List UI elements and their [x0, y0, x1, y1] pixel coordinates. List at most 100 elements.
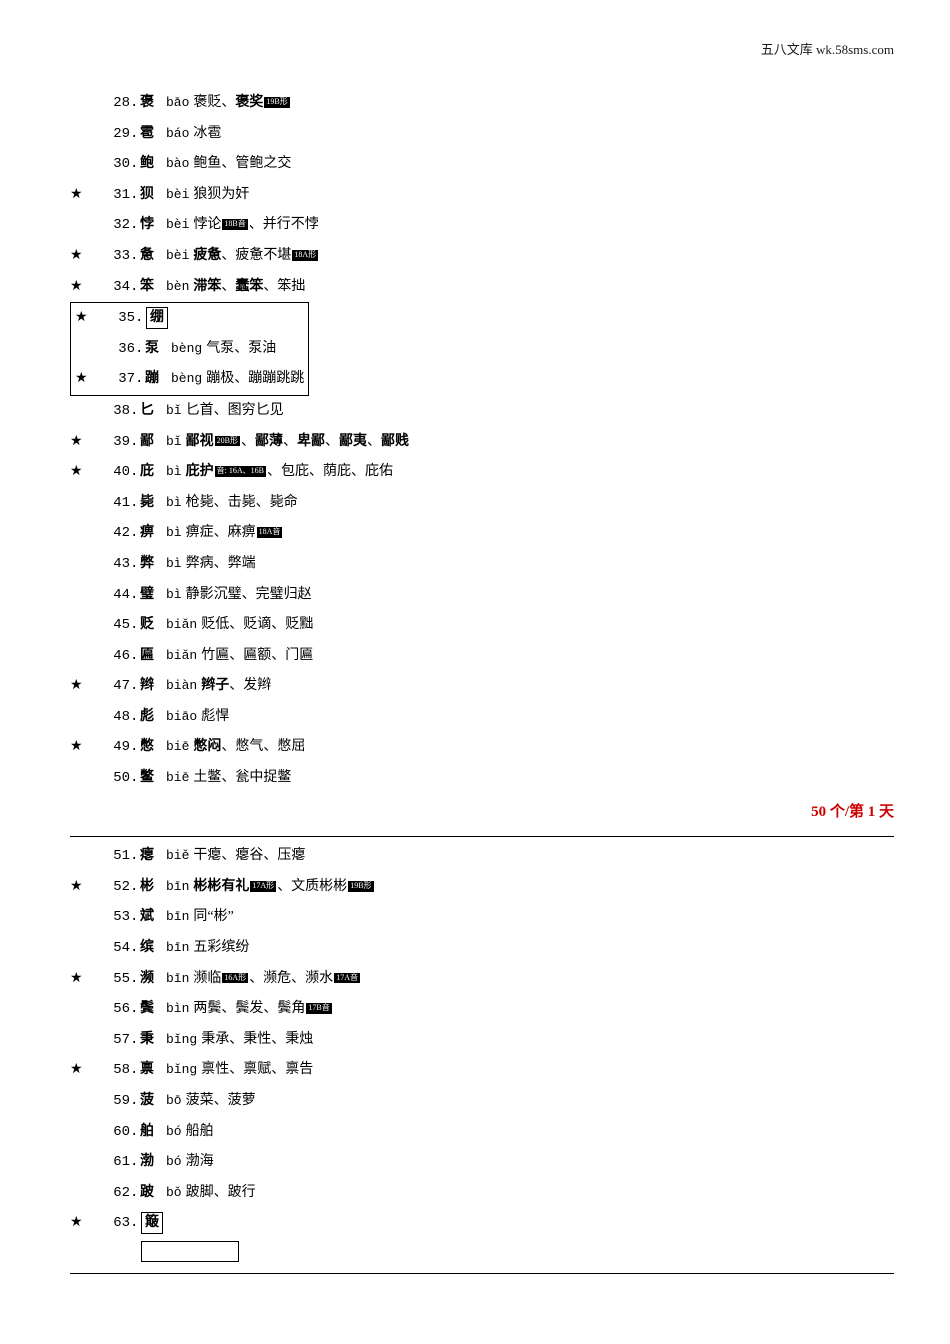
entry-content: 濒临16A形、濒危、濒水17A音: [193, 966, 894, 993]
annotation-tag: 18A形: [292, 250, 318, 261]
entry-row: 51.瘪biě 干瘪、瘪谷、压瘪: [70, 841, 894, 872]
entry-row: 42.痹bì 痹症、麻痹18A音: [70, 518, 894, 549]
entry-dot: .: [130, 996, 140, 1023]
entry-content: 禀性、禀赋、禀告: [201, 1057, 894, 1084]
entry-dot: .: [130, 582, 140, 609]
entry-pinyin: biàn: [166, 674, 201, 699]
entry-dot: .: [130, 1088, 140, 1115]
entry-number: 35: [101, 305, 135, 332]
entry-content: 彬彬有礼17A形、文质彬彬19B形: [193, 874, 894, 901]
entry-dot: .: [130, 551, 140, 578]
entry-dot: .: [130, 151, 140, 178]
annotation-tag: 18B音: [222, 219, 247, 230]
entry-dot: .: [130, 182, 140, 209]
entry-content: 冰雹: [193, 121, 894, 148]
entry-row: 44.璧bì 静影沉璧、完璧归赵: [70, 580, 894, 611]
entry-number: 30: [96, 151, 130, 178]
star-marker: ★: [70, 673, 96, 700]
entry-dot: .: [130, 843, 140, 870]
entry-char: 匾: [140, 643, 166, 670]
entry-number: 32: [96, 212, 130, 239]
entry-char: 辫: [140, 673, 166, 700]
entry-pinyin: bì: [166, 583, 186, 608]
entry-pinyin: bǒ: [166, 1181, 186, 1206]
entry-pinyin: bèi: [166, 183, 193, 208]
entry-number: 53: [96, 904, 130, 931]
annotation-tag: 17A音: [334, 973, 360, 984]
entry-number: 51: [96, 843, 130, 870]
entry-number: 49: [96, 734, 130, 761]
entry-number: 36: [101, 336, 135, 363]
entry-content: 辫子、发辫: [201, 673, 894, 700]
entry-pinyin: biāo: [166, 705, 201, 730]
entry-row: ★31.狈bèi 狼狈为奸: [70, 180, 894, 211]
entry-dot: .: [130, 704, 140, 731]
entry-char: 蹦: [145, 366, 171, 393]
entry-pinyin: bīn: [166, 936, 193, 961]
entry-char: 弊: [140, 551, 166, 578]
entry-pinyin: bì: [166, 460, 186, 485]
entry-pinyin: bó: [166, 1120, 186, 1145]
entry-dot: .: [130, 874, 140, 901]
entry-pinyin: bào: [166, 152, 193, 177]
entry-content: 跛脚、跛行: [186, 1180, 894, 1207]
entry-number: 50: [96, 765, 130, 792]
entry-dot: .: [130, 1149, 140, 1176]
entry-number: 62: [96, 1180, 130, 1207]
entry-number: 39: [96, 429, 130, 456]
star-marker: ★: [75, 366, 101, 393]
entry-dot: .: [130, 121, 140, 148]
star-marker: ★: [70, 966, 96, 993]
entry-dot: .: [130, 243, 140, 270]
entry-row: 61.渤bó 渤海: [70, 1147, 894, 1178]
entry-row: 50.鳖biē 土鳖、瓮中捉鳖: [70, 763, 894, 794]
entry-char: 毙: [140, 490, 166, 517]
entry-row: ★35.绷: [75, 303, 304, 334]
entry-dot: .: [130, 612, 140, 639]
entry-row: 46.匾biǎn 竹匾、匾额、门匾: [70, 641, 894, 672]
entry-number: 48: [96, 704, 130, 731]
entry-row: ★33.惫bèi 疲惫、疲惫不堪18A形: [70, 241, 894, 272]
entry-char: 憋: [140, 734, 166, 761]
entry-pinyin: bì: [166, 521, 186, 546]
entry-char: 渤: [140, 1149, 166, 1176]
annotation-tag: 16A形: [222, 973, 248, 984]
star-marker: ★: [70, 274, 96, 301]
entry-dot: .: [130, 490, 140, 517]
entry-pinyin: biē: [166, 735, 193, 760]
entry-content: 五彩缤纷: [193, 935, 894, 962]
entry-pinyin: bǐng: [166, 1028, 201, 1053]
entry-dot: .: [130, 274, 140, 301]
entry-char: 贬: [140, 612, 166, 639]
entry-row: 32.悖bèi 悖论18B音、并行不悖: [70, 210, 894, 241]
entry-number: 46: [96, 643, 130, 670]
entry-content: 菠菜、菠萝: [186, 1088, 894, 1115]
entry-char: 鳖: [140, 765, 166, 792]
entry-row: ★40.庇bì 庇护音: 16A、16B、包庇、荫庇、庇佑: [70, 457, 894, 488]
entry-char: 鄙: [140, 429, 166, 456]
entries-block-1: 28.褒bāo 褒贬、褒奖19B形29.雹báo 冰雹30.鲍bào 鲍鱼、管鲍…: [70, 88, 894, 794]
entry-number: 28: [96, 90, 130, 117]
entry-content: 痹症、麻痹18A音: [186, 520, 894, 547]
entry-pinyin: bèng: [171, 367, 206, 392]
entry-content: 贬低、贬谪、贬黜: [201, 612, 894, 639]
entry-row: ★52.彬bīn 彬彬有礼17A形、文质彬彬19B形: [70, 872, 894, 903]
entry-content: 枪毙、击毙、毙命: [186, 490, 894, 517]
entry-content: 鲍鱼、管鲍之交: [193, 151, 894, 178]
star-marker: ★: [75, 305, 101, 332]
entry-pinyin: bīn: [166, 967, 193, 992]
entry-row: 62.跛bǒ 跛脚、跛行: [70, 1178, 894, 1209]
entry-dot: .: [135, 336, 145, 363]
entry-number: 29: [96, 121, 130, 148]
entry-char: 痹: [140, 520, 166, 547]
entry-dot: .: [130, 1210, 140, 1237]
entry-content: 静影沉璧、完璧归赵: [186, 582, 894, 609]
annotation-tag: 20B形: [215, 436, 240, 447]
entry-row: 38.匕bǐ 匕首、图穷匕见: [70, 396, 894, 427]
entry-char: 悖: [140, 212, 166, 239]
entry-content: 土鳖、瓮中捉鳖: [193, 765, 894, 792]
entry-row: 60.舶bó 船舶: [70, 1117, 894, 1148]
entry-dot: .: [130, 1119, 140, 1146]
entry-number: 33: [96, 243, 130, 270]
annotation-tag: 18A音: [257, 527, 283, 538]
